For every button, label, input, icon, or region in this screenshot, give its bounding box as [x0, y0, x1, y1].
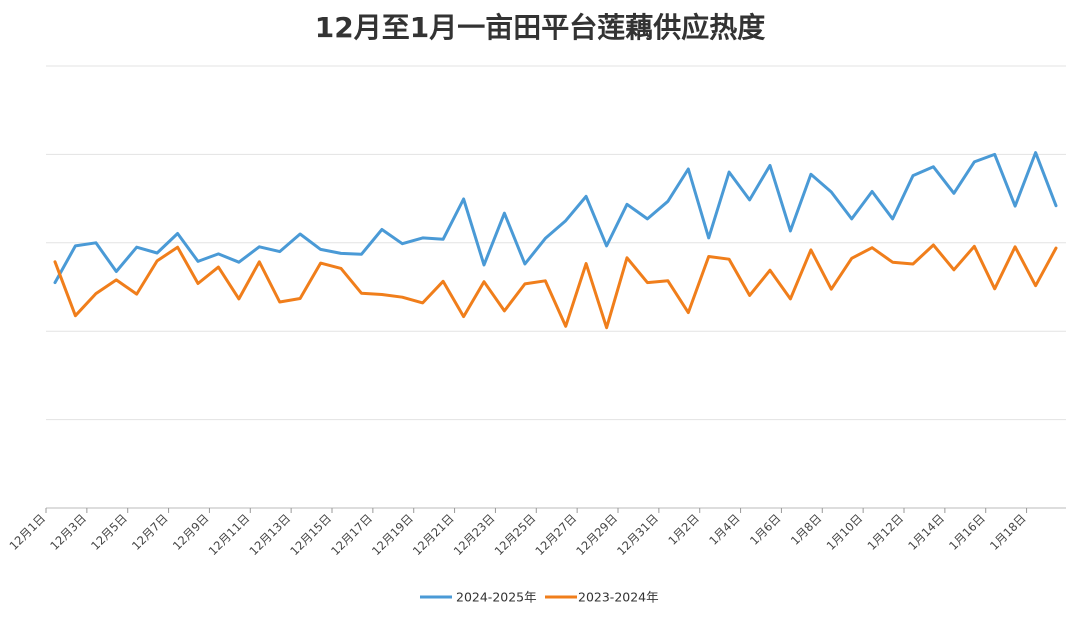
x-tick-label: 12月19日 [369, 511, 416, 558]
series-line-2 [53, 243, 1058, 330]
x-tick-label: 12月15日 [287, 511, 334, 558]
x-tick-label: 1月18日 [987, 511, 1029, 553]
x-tick-label: 1月6日 [747, 511, 784, 548]
x-tick-label: 12月21日 [410, 511, 457, 558]
x-tick-label: 1月14日 [905, 511, 947, 553]
legend-label-1: 2024-2025年 [456, 590, 537, 605]
x-tick-label: 1月4日 [706, 511, 743, 548]
x-tick-label: 1月2日 [665, 511, 702, 548]
legend-label-2: 2023-2024年 [578, 590, 659, 605]
x-tick-label: 1月16日 [946, 511, 988, 553]
x-tick-label: 12月25日 [492, 511, 539, 558]
series-lines [53, 151, 1058, 330]
x-tick-label: 1月12日 [864, 511, 906, 553]
x-tick-label: 12月1日 [6, 511, 48, 553]
grid-lines [46, 65, 1066, 509]
x-tick-label: 12月7日 [129, 511, 171, 553]
series-line-1 [53, 151, 1058, 285]
x-tick-label: 12月27日 [532, 511, 579, 558]
x-tick-label: 12月13日 [246, 511, 293, 558]
x-tick-label: 1月8日 [788, 511, 825, 548]
legend: 2024-2025年 2023-2024年 [420, 590, 659, 605]
x-tick-label: 12月9日 [170, 511, 212, 553]
x-tick-label: 12月17日 [328, 511, 375, 558]
x-tick-label: 12月31日 [614, 511, 661, 558]
x-tick-label: 12月23日 [451, 511, 498, 558]
x-tick-label: 12月5日 [88, 511, 130, 553]
chart-title: 12月至1月一亩田平台莲藕供应热度 [315, 11, 765, 44]
x-tick-label: 1月10日 [824, 511, 866, 553]
x-tick-label: 12月29日 [573, 511, 620, 558]
x-tick-label: 12月3日 [47, 511, 89, 553]
x-tick-label: 12月11日 [206, 511, 253, 558]
x-axis: 12月1日 12月3日 12月5日 12月7日 12月9日12月11日12月13日12月… [6, 508, 1029, 558]
